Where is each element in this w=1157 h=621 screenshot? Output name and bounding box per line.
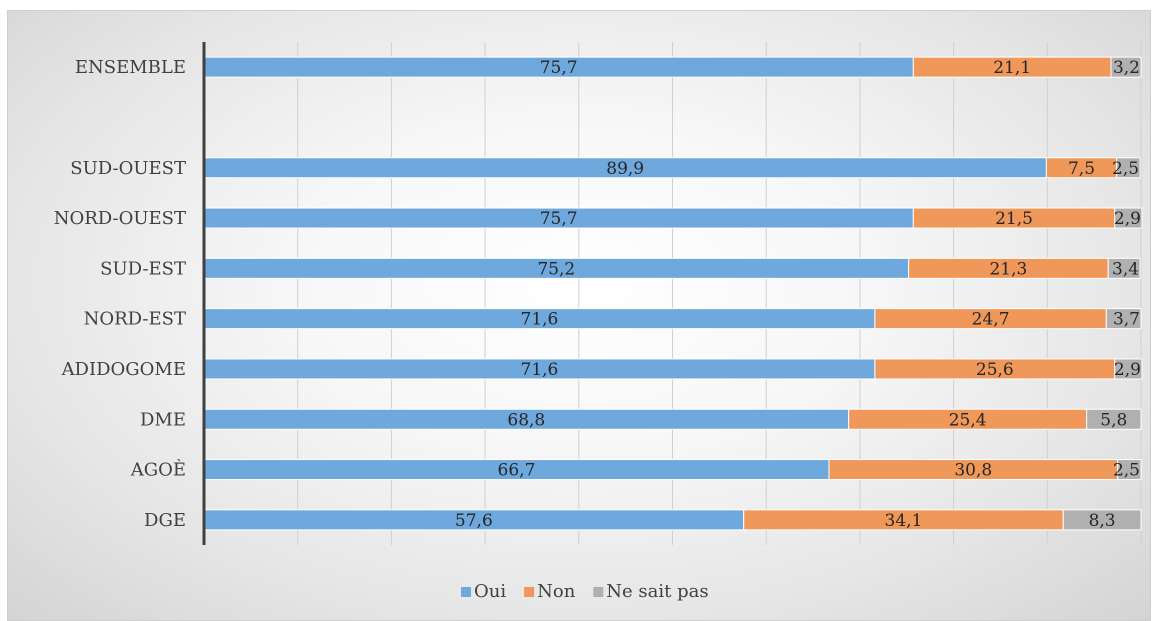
- value-label: 7,5: [1068, 159, 1095, 179]
- value-label: 3,4: [1112, 259, 1139, 279]
- value-label: 75,7: [540, 58, 578, 78]
- value-label: 89,9: [606, 159, 644, 179]
- bar-segment: [1116, 157, 1141, 179]
- value-label: 2,5: [1112, 159, 1139, 179]
- stacked-bar-chart: 75,7 21,1 3,2 89,9 7,5 2,5 75,7 21,5 2,9 75,2 21,3…: [54, 42, 1143, 602]
- value-label: 71,6: [521, 360, 559, 380]
- value-label: 21,3: [989, 259, 1027, 279]
- value-label: 57,6: [455, 511, 493, 531]
- legend-label: Non: [537, 581, 576, 602]
- legend: Oui Non Ne sait pas: [461, 581, 709, 602]
- category-label: AGOÈ: [130, 458, 186, 481]
- legend-swatch: [461, 587, 471, 597]
- value-label: 66,7: [498, 461, 536, 481]
- category-label: DGE: [144, 510, 186, 531]
- bar-segment: [1110, 56, 1142, 78]
- value-label: 3,7: [1113, 310, 1140, 330]
- category-label: ENSEMBLE: [75, 57, 186, 78]
- category-label: DME: [140, 409, 186, 430]
- value-label: 21,1: [993, 58, 1031, 78]
- legend-swatch: [524, 587, 535, 597]
- value-label: 30,8: [954, 461, 992, 481]
- category-label: NORD-OUEST: [54, 208, 186, 229]
- bar-segment: [1107, 257, 1141, 279]
- value-label: 8,3: [1089, 511, 1116, 531]
- category-label: SUD-EST: [100, 258, 186, 279]
- category-label: ADIDOGOME: [61, 359, 186, 380]
- bars: [203, 56, 1143, 531]
- value-label: 68,8: [507, 410, 545, 430]
- value-label: 2,9: [1114, 360, 1141, 380]
- bar-segment: [1114, 207, 1143, 229]
- bar-segment: [1117, 459, 1142, 481]
- bar-segment: [1062, 509, 1142, 531]
- value-label: 71,6: [521, 310, 559, 330]
- legend-swatch: [593, 587, 604, 597]
- value-label: 75,7: [540, 209, 578, 229]
- value-label: 2,9: [1114, 209, 1141, 229]
- bar-segment: [1114, 358, 1143, 380]
- bar-segment: [1105, 308, 1142, 330]
- category-label: NORD-EST: [84, 309, 186, 330]
- value-label: 5,8: [1100, 410, 1127, 430]
- value-label: 24,7: [972, 310, 1010, 330]
- value-label: 21,5: [995, 209, 1033, 229]
- value-label: 25,4: [949, 410, 987, 430]
- value-label: 34,1: [885, 511, 923, 531]
- value-labels: 75,7 21,1 3,2 89,9 7,5 2,5 75,7 21,5 2,9 75,2 21,3…: [455, 58, 1141, 531]
- value-label: 3,2: [1113, 58, 1140, 78]
- value-label: 25,6: [976, 360, 1014, 380]
- bar-segment: [1086, 408, 1142, 430]
- category-label: SUD-OUEST: [70, 158, 186, 179]
- chart-frame: 75,7 21,1 3,2 89,9 7,5 2,5 75,7 21,5 2,9 75,2 21,3…: [7, 10, 1151, 621]
- legend-label: Oui: [474, 581, 506, 602]
- legend-label: Ne sait pas: [606, 581, 708, 602]
- category-labels: ENSEMBLE SUD-OUEST NORD-OUEST SUD-EST NORD-E…: [54, 57, 186, 531]
- value-label: 2,5: [1113, 461, 1140, 481]
- value-label: 75,2: [537, 259, 575, 279]
